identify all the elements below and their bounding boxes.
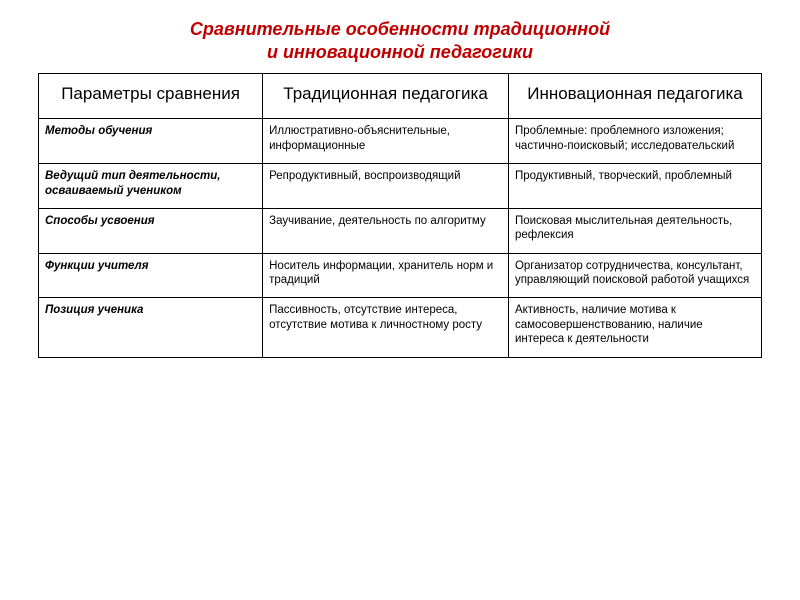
- cell-param: Методы обучения: [39, 119, 263, 164]
- table-row: Способы усвоения Заучивание, деятельност…: [39, 208, 762, 253]
- comparison-table: Параметры сравнения Традиционная педагог…: [38, 73, 762, 358]
- title-line-1: Сравнительные особенности традиционной: [190, 19, 610, 39]
- page-title: Сравнительные особенности традиционной и…: [38, 18, 762, 63]
- cell-innovative: Поисковая мыслительная деятельность, реф…: [508, 208, 761, 253]
- table-row: Методы обучения Иллюстративно-объяснител…: [39, 119, 762, 164]
- title-line-2: и инновационной педагогики: [267, 42, 533, 62]
- cell-param: Ведущий тип деятельности, осваиваемый уч…: [39, 164, 263, 209]
- cell-innovative: Активность, наличие мотива к самосоверше…: [508, 298, 761, 357]
- header-params: Параметры сравнения: [39, 74, 263, 119]
- header-innovative: Инновационная педагогика: [508, 74, 761, 119]
- cell-innovative: Организатор сотрудничества, консультант,…: [508, 253, 761, 298]
- table-row: Позиция ученика Пассивность, отсутствие …: [39, 298, 762, 357]
- table-row: Ведущий тип деятельности, осваиваемый уч…: [39, 164, 762, 209]
- table-header-row: Параметры сравнения Традиционная педагог…: [39, 74, 762, 119]
- cell-traditional: Заучивание, деятельность по алгоритму: [263, 208, 509, 253]
- cell-param: Способы усвоения: [39, 208, 263, 253]
- cell-traditional: Пассивность, отсутствие интереса, отсутс…: [263, 298, 509, 357]
- cell-traditional: Репродуктивный, воспроизводящий: [263, 164, 509, 209]
- table-row: Функции учителя Носитель информации, хра…: [39, 253, 762, 298]
- header-traditional: Традиционная педагогика: [263, 74, 509, 119]
- cell-param: Позиция ученика: [39, 298, 263, 357]
- cell-traditional: Носитель информации, хранитель норм и тр…: [263, 253, 509, 298]
- cell-innovative: Продуктивный, творческий, проблемный: [508, 164, 761, 209]
- cell-innovative: Проблемные: проблемного изложения; части…: [508, 119, 761, 164]
- cell-traditional: Иллюстративно-объяснительные, информацио…: [263, 119, 509, 164]
- cell-param: Функции учителя: [39, 253, 263, 298]
